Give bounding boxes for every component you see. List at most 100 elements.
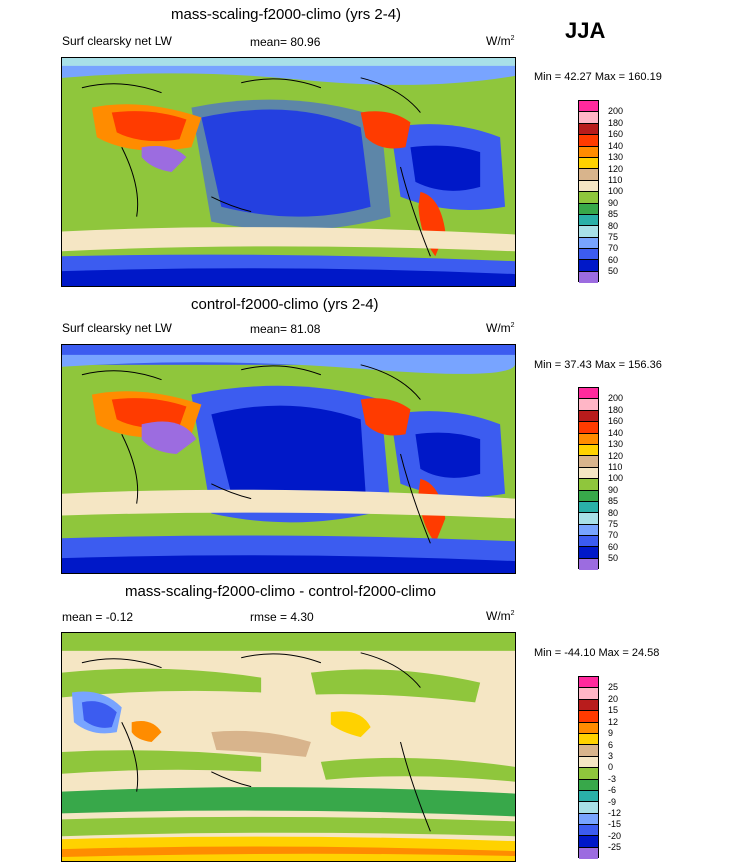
colorbar-swatch	[579, 790, 598, 803]
panel-1-minmax: Min = 42.27 Max = 160.19	[534, 71, 662, 83]
colorbar-label: 15	[608, 705, 619, 715]
colorbar-swatch	[579, 524, 598, 537]
panel-2-title: control-f2000-climo (yrs 2-4)	[191, 296, 379, 313]
colorbar-label: 130	[608, 439, 624, 449]
colorbar-swatch	[579, 180, 598, 193]
colorbar-swatch	[579, 123, 598, 136]
colorbar-swatch	[579, 688, 598, 700]
colorbar-label: 70	[608, 530, 619, 540]
colorbar-swatch	[579, 699, 598, 712]
colorbar-label: 75	[608, 232, 619, 242]
colorbar-label: 25	[608, 682, 619, 692]
colorbar-label: 130	[608, 152, 624, 162]
colorbar-swatch	[579, 490, 598, 502]
colorbar-label: -20	[608, 831, 622, 841]
colorbar-swatch	[579, 467, 598, 480]
colorbar-swatch	[579, 399, 598, 411]
colorbar-swatch	[579, 112, 598, 124]
colorbar-swatch	[579, 214, 598, 227]
colorbar-label: 60	[608, 542, 619, 552]
colorbar-swatch	[579, 422, 598, 434]
panel-3-map-field	[62, 633, 515, 861]
panel-3-rmse-label: rmse = 4.30	[250, 610, 314, 624]
panel-3-colorbar	[578, 676, 599, 860]
colorbar-label: 75	[608, 519, 619, 529]
colorbar-swatch	[579, 249, 598, 261]
colorbar-swatch	[579, 547, 598, 559]
colorbar-label: 85	[608, 496, 619, 506]
panel-1-title: mass-scaling-f2000-climo (yrs 2-4)	[171, 6, 402, 23]
colorbar-swatch	[579, 756, 598, 769]
colorbar-swatch	[579, 847, 598, 860]
colorbar-label: 70	[608, 243, 619, 253]
colorbar-swatch	[579, 479, 598, 491]
season-label: JJA	[565, 18, 606, 43]
panel-1-map-field	[62, 58, 515, 286]
colorbar-swatch	[579, 722, 598, 734]
colorbar-label: 140	[608, 141, 624, 151]
panel-3-minmax: Min = -44.10 Max = 24.58	[534, 647, 660, 659]
colorbar-swatch	[579, 444, 598, 457]
colorbar-swatch	[579, 768, 598, 780]
colorbar-label: -15	[608, 819, 622, 829]
colorbar-label: 85	[608, 209, 619, 219]
panel-1-colorbar	[578, 100, 599, 284]
colorbar-swatch	[579, 501, 598, 514]
colorbar-label: 90	[608, 198, 619, 208]
colorbar-label: 110	[608, 175, 623, 185]
panel-3-mean-label: mean = -0.12	[62, 610, 134, 624]
colorbar-swatch	[579, 101, 598, 113]
colorbar-label: 60	[608, 255, 619, 265]
colorbar-swatch	[579, 745, 598, 757]
colorbar-swatch	[579, 203, 598, 215]
colorbar-swatch	[579, 733, 598, 746]
panel-1-units: W/m2	[486, 34, 515, 48]
colorbar-label: -12	[608, 808, 622, 818]
colorbar-label: 100	[608, 186, 624, 196]
colorbar-swatch	[579, 558, 598, 571]
colorbar-swatch	[579, 456, 598, 468]
colorbar-label: 50	[608, 266, 619, 276]
panel-3-title: mass-scaling-f2000-climo - control-f2000…	[125, 583, 436, 600]
colorbar-label: -6	[608, 785, 617, 795]
colorbar-label: 12	[608, 717, 619, 727]
colorbar-swatch	[579, 169, 598, 181]
colorbar-swatch	[579, 192, 598, 204]
panel-2-units: W/m2	[486, 321, 515, 335]
colorbar-label: 180	[608, 118, 624, 128]
colorbar-swatch	[579, 536, 598, 548]
colorbar-label: 6	[608, 740, 614, 750]
colorbar-label: -9	[608, 797, 617, 807]
colorbar-label: 9	[608, 728, 614, 738]
colorbar-label: 120	[608, 451, 624, 461]
colorbar-label: 160	[608, 129, 624, 139]
colorbar-label: 90	[608, 485, 619, 495]
colorbar-swatch	[579, 260, 598, 272]
colorbar-label: 20	[608, 694, 619, 704]
panel-2-colorbar	[578, 387, 599, 571]
colorbar-label: -25	[608, 842, 622, 852]
colorbar-swatch	[579, 410, 598, 423]
colorbar-label: 3	[608, 751, 614, 761]
panel-3-map	[61, 632, 516, 862]
panel-2-map-field	[62, 345, 515, 573]
colorbar-label: 110	[608, 462, 623, 472]
colorbar-label: 180	[608, 405, 624, 415]
colorbar-label: 200	[608, 106, 624, 116]
colorbar-label: 80	[608, 221, 619, 231]
colorbar-swatch	[579, 146, 598, 158]
colorbar-label: -3	[608, 774, 617, 784]
colorbar-swatch	[579, 677, 598, 689]
panel-1-map	[61, 57, 516, 287]
panel-2-minmax: Min = 37.43 Max = 156.36	[534, 359, 662, 371]
colorbar-swatch	[579, 513, 598, 525]
colorbar-swatch	[579, 813, 598, 826]
panel-2-map	[61, 344, 516, 574]
colorbar-swatch	[579, 157, 598, 170]
colorbar-label: 120	[608, 164, 624, 174]
colorbar-label: 50	[608, 553, 619, 563]
colorbar-swatch	[579, 226, 598, 238]
panel-1-variable-label: Surf clearsky net LW	[62, 34, 172, 48]
colorbar-swatch	[579, 836, 598, 848]
colorbar-swatch	[579, 802, 598, 814]
